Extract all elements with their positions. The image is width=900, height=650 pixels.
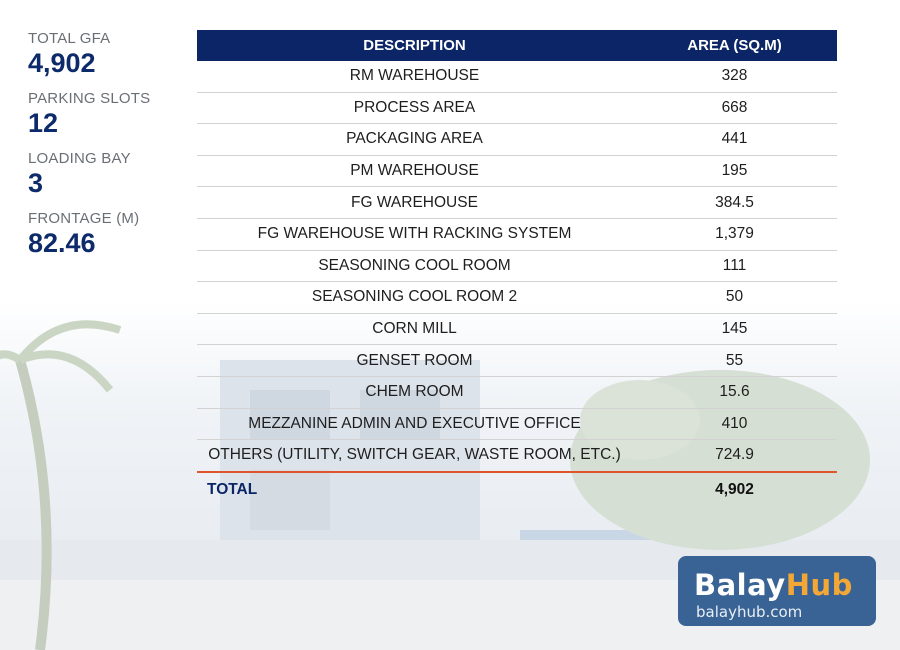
header-description: DESCRIPTION — [197, 30, 632, 61]
table-row: PACKAGING AREA 441 — [197, 123, 837, 156]
stat-parking-slots: PARKING SLOTS 12 — [28, 90, 188, 138]
stat-value: 82.46 — [28, 228, 96, 258]
total-row: TOTAL 4,902 — [197, 472, 837, 507]
table-row: MEZZANINE ADMIN AND EXECUTIVE OFFICE 410 — [197, 408, 837, 441]
cell-description: FG WAREHOUSE — [197, 186, 632, 219]
cell-area: 724.9 — [632, 439, 837, 473]
cell-area: 15.6 — [632, 376, 837, 409]
table-row: OTHERS (UTILITY, SWITCH GEAR, WASTE ROOM… — [197, 439, 837, 473]
cell-description: PACKAGING AREA — [197, 123, 632, 156]
table-row: SEASONING COOL ROOM 2 50 — [197, 281, 837, 314]
cell-description: PROCESS AREA — [197, 92, 632, 125]
stat-label: FRONTAGE (M) — [28, 210, 140, 227]
table-row: FG WAREHOUSE WITH RACKING SYSTEM 1,379 — [197, 218, 837, 251]
cell-area: 384.5 — [632, 186, 837, 219]
stat-frontage: FRONTAGE (M) 82.46 — [28, 210, 188, 258]
table-row: FG WAREHOUSE 384.5 — [197, 186, 837, 219]
cell-description: PM WAREHOUSE — [197, 155, 632, 188]
cell-description: OTHERS (UTILITY, SWITCH GEAR, WASTE ROOM… — [197, 439, 632, 473]
table-row: CHEM ROOM 15.6 — [197, 376, 837, 409]
cell-description: MEZZANINE ADMIN AND EXECUTIVE OFFICE — [197, 408, 632, 441]
cell-description: CHEM ROOM — [197, 376, 632, 409]
total-label: TOTAL — [207, 480, 258, 498]
cell-description: GENSET ROOM — [197, 344, 632, 377]
table-row: RM WAREHOUSE 328 — [197, 61, 837, 93]
table-row: PM WAREHOUSE 195 — [197, 155, 837, 188]
cell-description: SEASONING COOL ROOM — [197, 250, 632, 283]
table-row: PROCESS AREA 668 — [197, 92, 837, 125]
cell-area: 195 — [632, 155, 837, 188]
stat-label: PARKING SLOTS — [28, 90, 151, 107]
cell-description: RM WAREHOUSE — [197, 61, 632, 93]
cell-area: 55 — [632, 344, 837, 377]
logo-wordmark-second: Hub — [785, 568, 853, 602]
stat-value: 4,902 — [28, 48, 96, 78]
logo-url: balayhub.com — [696, 603, 803, 621]
cell-area: 145 — [632, 313, 837, 346]
area-breakdown-table: DESCRIPTION AREA (SQ.M) RM WAREHOUSE 328 … — [197, 30, 837, 507]
table-row: SEASONING COOL ROOM 111 — [197, 250, 837, 283]
logo-wordmark-first: Balay — [694, 568, 786, 602]
cell-description: SEASONING COOL ROOM 2 — [197, 281, 632, 314]
cell-description: CORN MILL — [197, 313, 632, 346]
property-stats: TOTAL GFA 4,902 PARKING SLOTS 12 LOADING… — [28, 30, 188, 270]
stat-label: LOADING BAY — [28, 150, 131, 167]
stat-label: TOTAL GFA — [28, 30, 111, 47]
balayhub-logo: BalayHub balayhub.com — [678, 556, 876, 626]
area-table-container: DESCRIPTION AREA (SQ.M) RM WAREHOUSE 328 … — [197, 30, 837, 507]
stat-value: 3 — [28, 168, 44, 198]
cell-area: 410 — [632, 408, 837, 441]
cell-area: 1,379 — [632, 218, 837, 251]
cell-description: FG WAREHOUSE WITH RACKING SYSTEM — [197, 218, 632, 251]
logo-wordmark: BalayHub — [694, 568, 853, 602]
cell-area: 328 — [632, 61, 837, 93]
cell-area: 111 — [632, 250, 837, 283]
table-header-row: DESCRIPTION AREA (SQ.M) — [197, 30, 837, 61]
table-row: GENSET ROOM 55 — [197, 344, 837, 377]
stat-loading-bay: LOADING BAY 3 — [28, 150, 188, 198]
cell-area: 50 — [632, 281, 837, 314]
cell-area: 668 — [632, 92, 837, 125]
header-area: AREA (SQ.M) — [632, 30, 837, 61]
cell-area: 441 — [632, 123, 837, 156]
total-value: 4,902 — [715, 480, 754, 498]
table-row: CORN MILL 145 — [197, 313, 837, 346]
stat-total-gfa: TOTAL GFA 4,902 — [28, 30, 188, 78]
stat-value: 12 — [28, 108, 59, 138]
